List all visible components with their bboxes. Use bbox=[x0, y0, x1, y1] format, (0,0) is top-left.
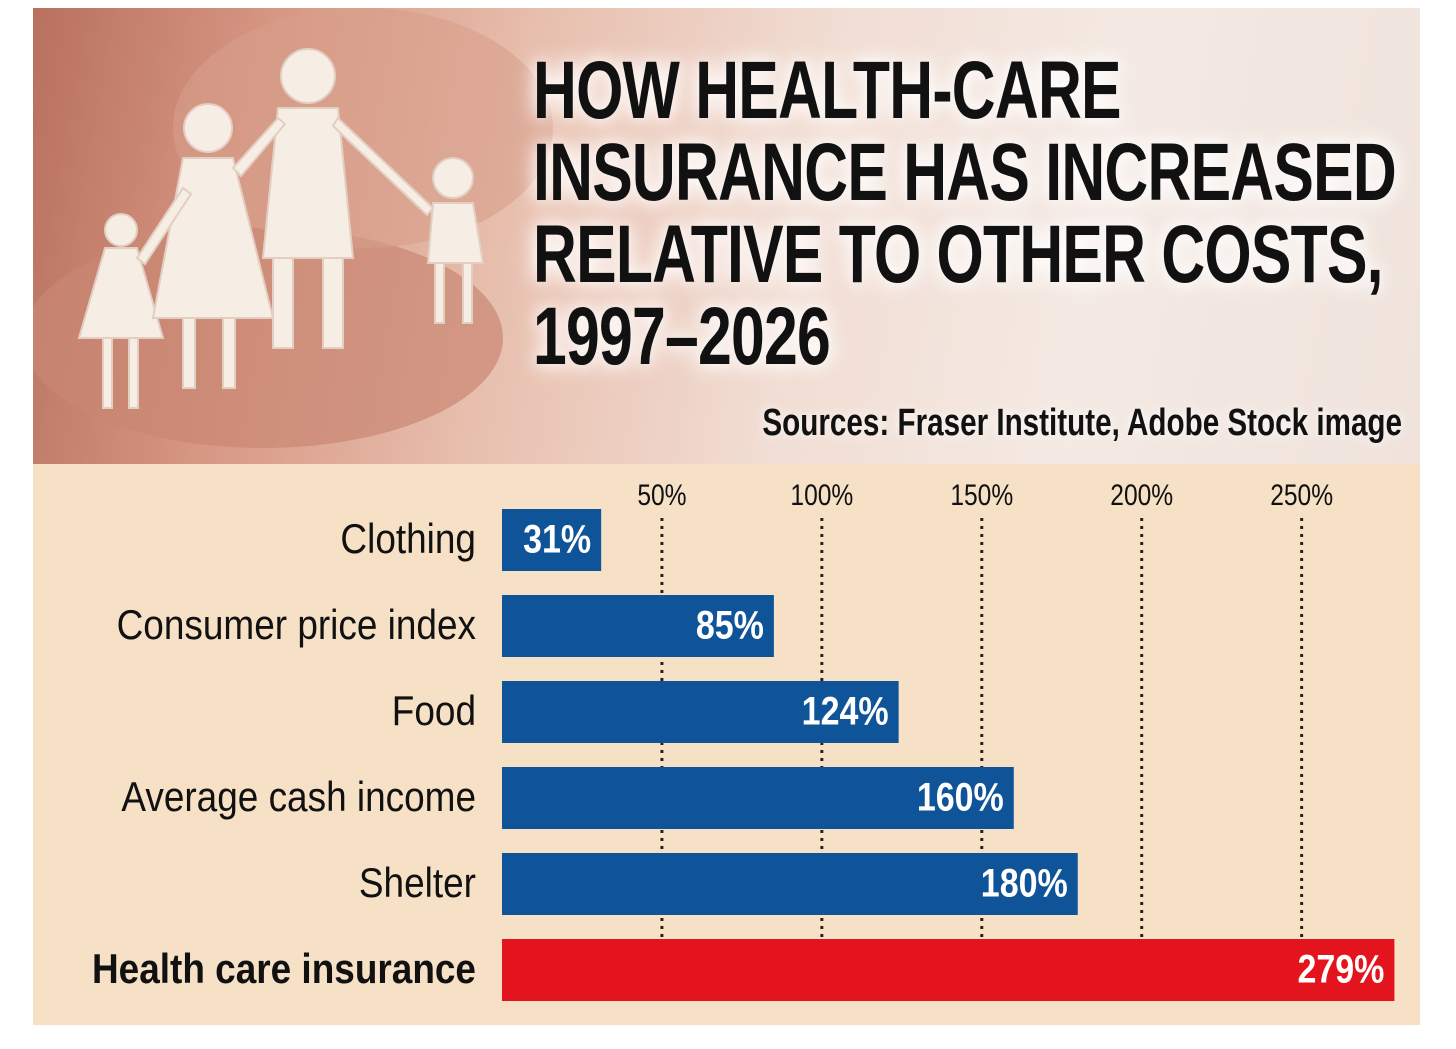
bar bbox=[502, 767, 1014, 829]
header-image: HOW HEALTH-CARE INSURANCE HAS INCREASED … bbox=[33, 8, 1420, 464]
bar bbox=[502, 853, 1078, 915]
category-label: Clothing bbox=[340, 516, 476, 563]
source-note: Sources: Fraser Institute, Adobe Stock i… bbox=[762, 402, 1402, 444]
chart-background bbox=[33, 464, 1420, 1025]
x-tick-label: 200% bbox=[1110, 478, 1173, 512]
category-label: Food bbox=[392, 688, 476, 735]
x-tick-label: 150% bbox=[950, 478, 1013, 512]
paper-family-illustration bbox=[33, 8, 553, 448]
value-label: 160% bbox=[917, 774, 1004, 819]
value-label: 279% bbox=[1297, 946, 1384, 991]
value-label: 31% bbox=[523, 516, 591, 561]
category-label: Health care insurance bbox=[92, 946, 476, 993]
category-label: Average cash income bbox=[121, 774, 476, 821]
category-label: Shelter bbox=[359, 860, 476, 907]
x-tick-label: 50% bbox=[637, 478, 686, 512]
x-tick-label: 250% bbox=[1270, 478, 1333, 512]
value-label: 180% bbox=[981, 860, 1068, 905]
chart-title: HOW HEALTH-CARE INSURANCE HAS INCREASED … bbox=[533, 45, 1397, 382]
value-label: 85% bbox=[696, 602, 764, 647]
bar bbox=[502, 681, 899, 743]
bar bbox=[502, 595, 774, 657]
bar bbox=[502, 509, 602, 571]
x-tick-label: 100% bbox=[790, 478, 853, 512]
category-label: Consumer price index bbox=[117, 602, 477, 649]
bar bbox=[502, 939, 1395, 1001]
value-label: 124% bbox=[802, 688, 889, 733]
